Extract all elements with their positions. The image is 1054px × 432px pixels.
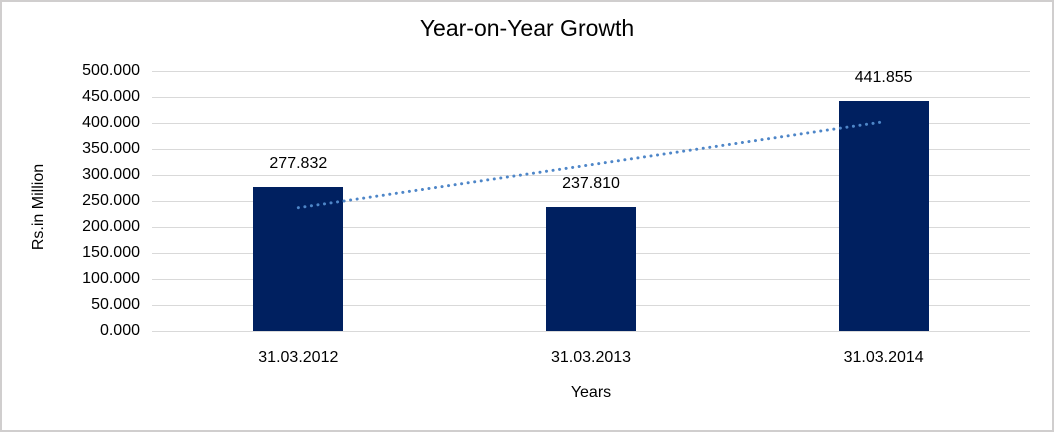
y-tick-label: 250.000 [82,192,140,209]
gridline [152,96,1030,98]
gridline [152,330,1030,332]
x-axis-title: Years [570,384,612,401]
y-tick-label: 500.000 [82,62,140,79]
y-tick-label: 150.000 [82,244,140,261]
data-label: 277.832 [269,154,328,172]
x-category-label: 31.03.2013 [550,349,632,366]
y-tick-label: 100.000 [82,270,140,287]
data-label: 237.810 [562,175,620,193]
trendline-dotted [296,120,882,210]
x-category-label: 31.03.2014 [843,349,924,366]
y-tick-label: 200.000 [82,218,140,235]
y-tick-label: 450.000 [82,88,140,105]
bar [838,101,929,331]
y-tick-label: 400.000 [82,114,140,131]
y-tick-label: 50.000 [91,296,140,313]
bar [546,207,636,331]
y-tick-label: 300.000 [82,166,140,183]
gridline [152,70,1030,72]
bar [253,186,344,331]
data-label: 441.855 [854,69,913,87]
y-tick-label: 350.000 [82,140,140,157]
chart-title: Year-on-Year Growth [419,15,635,41]
x-category-label: 31.03.2012 [258,349,339,366]
y-tick-label: 0.000 [99,322,140,339]
